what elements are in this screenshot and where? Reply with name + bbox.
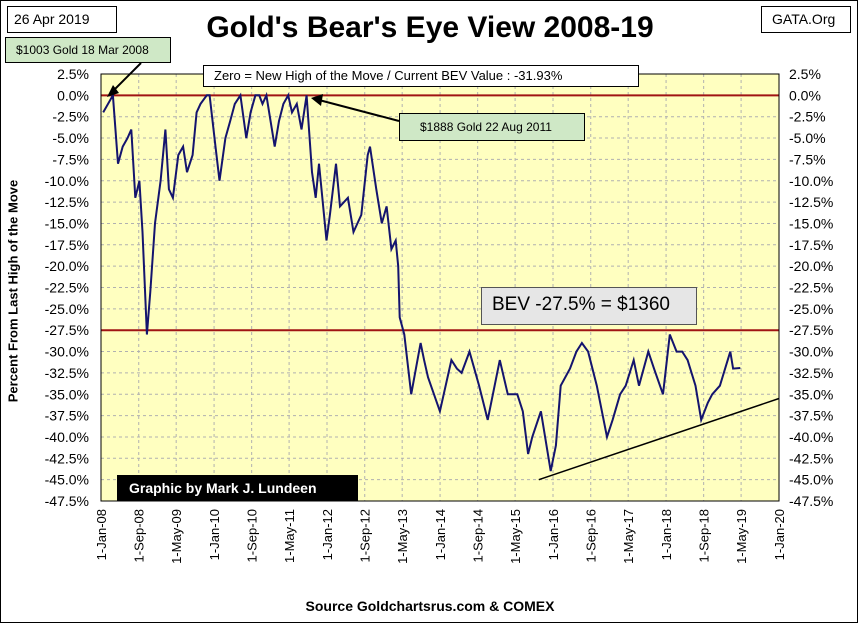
y-tick-label-left: -47.5%	[45, 493, 89, 509]
y-tick-label-left: -35.0%	[45, 386, 89, 402]
y-tick-label-right: -35.0%	[789, 386, 833, 402]
y-tick-label-left: -5.0%	[52, 130, 89, 146]
y-tick-label-left: -25.0%	[45, 301, 89, 317]
x-tick-labels: 1-Jan-08 1-Sep-08 1-May-09 1-Jan-10 1-Sep-10…	[94, 509, 787, 564]
x-tick-label: 1-May-17	[621, 509, 636, 564]
annotation-zero-note: Zero = New High of the Move / Current BE…	[203, 65, 639, 87]
annotation-start-high: $1003 Gold 18 Mar 2008	[5, 37, 171, 63]
y-tick-label-left: -2.5%	[52, 109, 89, 125]
arrow-right-line	[318, 99, 400, 122]
y-tick-label-left: -12.5%	[45, 194, 89, 210]
annotation-peak-high: $1888 Gold 22 Aug 2011	[399, 113, 585, 141]
y-tick-label-right: -47.5%	[789, 493, 833, 509]
y-tick-label-left: -30.0%	[45, 344, 89, 360]
site-box: GATA.Org	[761, 6, 851, 33]
x-tick-label: 1-Jan-16	[546, 509, 561, 560]
trend-line	[538, 397, 780, 481]
y-tick-label-left: -32.5%	[45, 365, 89, 381]
y-tick-label-left: -20.0%	[45, 258, 89, 274]
y-tick-label-right: -15.0%	[789, 215, 833, 231]
x-tick-label: 1-Jan-18	[659, 509, 674, 560]
x-tick-label: 1-May-15	[508, 509, 523, 564]
x-tick-label: 1-Sep-18	[697, 509, 712, 562]
x-tick-label: 1-Jan-20	[772, 509, 787, 560]
y-tick-label-right: -2.5%	[789, 109, 826, 125]
x-tick-label: 1-Sep-08	[132, 509, 147, 562]
chart-title: Gold's Bear's Eye View 2008-19	[206, 11, 654, 44]
arrow-left-head	[107, 85, 119, 97]
trend-line-group	[538, 397, 780, 481]
y-tick-label-right: -42.5%	[789, 450, 833, 466]
y-tick-label-right: -40.0%	[789, 429, 833, 445]
annotation-arrows	[107, 62, 400, 122]
reference-lines	[101, 94, 779, 332]
x-tick-label: 1-Jan-12	[320, 509, 335, 560]
arrow-right-head	[311, 94, 323, 106]
arrow-left-line	[110, 62, 142, 94]
y-tick-label-left: -37.5%	[45, 408, 89, 424]
y-tick-label-right: -37.5%	[789, 408, 833, 424]
y-tick-label-right: -20.0%	[789, 258, 833, 274]
y-tick-label-right: -32.5%	[789, 365, 833, 381]
y-tick-labels-right: 2.5% 0.0% -2.5% -5.0% -7.5% -10.0% -12.5% -15.0…	[789, 66, 833, 509]
y-tick-label-right: -27.5%	[789, 322, 833, 338]
y-tick-label-right: -10.0%	[789, 173, 833, 189]
bev-callout: BEV -27.5% = $1360	[481, 287, 697, 325]
y-tick-label-left: 0.0%	[57, 87, 89, 103]
x-tick-label: 1-May-19	[734, 509, 749, 564]
source-note: Source Goldchartsrus.com & COMEX	[305, 598, 555, 614]
y-tick-label-right: -22.5%	[789, 280, 833, 296]
y-tick-label-right: -5.0%	[789, 130, 826, 146]
x-tick-label: 1-Sep-12	[358, 509, 373, 562]
series-line	[102, 91, 741, 472]
y-tick-label-left: -40.0%	[45, 429, 89, 445]
y-tick-label-right: -7.5%	[789, 151, 826, 167]
y-tick-label-left: -22.5%	[45, 280, 89, 296]
y-tick-label-left: -42.5%	[45, 450, 89, 466]
y-tick-label-right: -17.5%	[789, 237, 833, 253]
y-tick-label-right: -30.0%	[789, 344, 833, 360]
x-tick-label: 1-Jan-10	[207, 509, 222, 560]
x-tick-label: 1-Sep-14	[471, 509, 486, 562]
y-tick-label-left: 2.5%	[57, 66, 89, 82]
date-box: 26 Apr 2019	[7, 6, 117, 33]
y-tick-label-left: -10.0%	[45, 173, 89, 189]
y-tick-labels-left: 2.5% 0.0% -2.5% -5.0% -7.5% -10.0% -12.5% -15.0…	[45, 66, 89, 509]
x-tick-label: 1-May-11	[282, 509, 297, 563]
x-tick-label: 1-Jan-08	[94, 509, 109, 560]
y-tick-label-left: -17.5%	[45, 237, 89, 253]
y-tick-label-right: 2.5%	[789, 66, 821, 82]
y-tick-label-left: -7.5%	[52, 151, 89, 167]
x-tick-label: 1-Sep-10	[245, 509, 260, 562]
x-tick-label: 1-May-13	[395, 509, 410, 564]
y-tick-label-left: -45.0%	[45, 472, 89, 488]
y-axis-label-text: Percent From Last High of the Move	[5, 179, 21, 403]
y-tick-label-left: -15.0%	[45, 215, 89, 231]
y-tick-label-right: -25.0%	[789, 301, 833, 317]
y-tick-label-right: -12.5%	[789, 194, 833, 210]
y-tick-label-right: -45.0%	[789, 472, 833, 488]
x-tick-label: 1-Sep-16	[584, 509, 599, 562]
y-tick-label-left: -27.5%	[45, 322, 89, 338]
x-tick-label: 1-May-09	[169, 509, 184, 564]
credit-banner: Graphic by Mark J. Lundeen	[117, 475, 358, 501]
x-tick-label: 1-Jan-14	[433, 509, 448, 560]
y-tick-label-right: 0.0%	[789, 87, 821, 103]
